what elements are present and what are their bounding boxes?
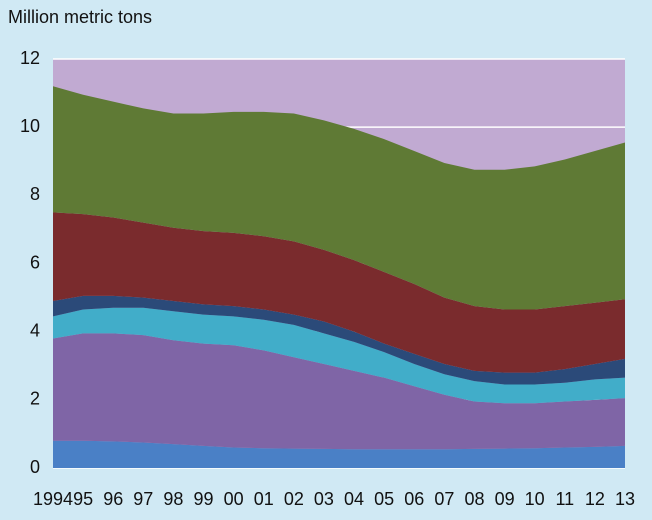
area — [53, 440, 625, 468]
area — [53, 307, 625, 404]
y-tick-label: 4 — [30, 320, 40, 340]
y-tick-label: 8 — [30, 184, 40, 204]
area — [53, 295, 625, 385]
y-tick-label: 10 — [20, 116, 40, 136]
y-tick-label: 0 — [30, 457, 40, 477]
x-tick-label: 03 — [314, 489, 334, 509]
x-tick-label: 01 — [254, 489, 274, 509]
x-tick-label: 12 — [585, 489, 605, 509]
x-tick-label: 97 — [133, 489, 153, 509]
y-tick-label: 2 — [30, 389, 40, 409]
x-tick-label: 04 — [344, 489, 364, 509]
x-tick-label: 95 — [73, 489, 93, 509]
y-tick-label: 6 — [30, 252, 40, 272]
area — [53, 86, 625, 310]
x-tick-label: 07 — [434, 489, 454, 509]
x-tick-label: 99 — [194, 489, 214, 509]
x-tick-label: 06 — [404, 489, 424, 509]
x-tick-label: 05 — [374, 489, 394, 509]
y-axis-label: Million metric tons — [8, 7, 152, 27]
x-tick-label: 09 — [495, 489, 515, 509]
x-tick-label: 96 — [103, 489, 123, 509]
x-tick-label: 1994 — [33, 489, 73, 509]
x-tick-label: 08 — [464, 489, 484, 509]
x-tick-label: 00 — [224, 489, 244, 509]
y-tick-label: 12 — [20, 48, 40, 68]
x-tick-label: 98 — [163, 489, 183, 509]
x-tick-label: 10 — [525, 489, 545, 509]
x-tick-label: 02 — [284, 489, 304, 509]
x-tick-label: 13 — [615, 489, 635, 509]
area — [53, 333, 625, 450]
area — [53, 212, 625, 373]
x-tick-label: 11 — [555, 489, 574, 509]
